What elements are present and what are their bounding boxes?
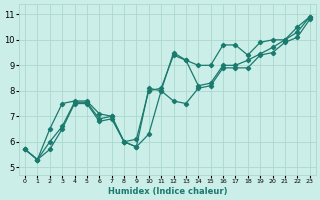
X-axis label: Humidex (Indice chaleur): Humidex (Indice chaleur): [108, 187, 227, 196]
